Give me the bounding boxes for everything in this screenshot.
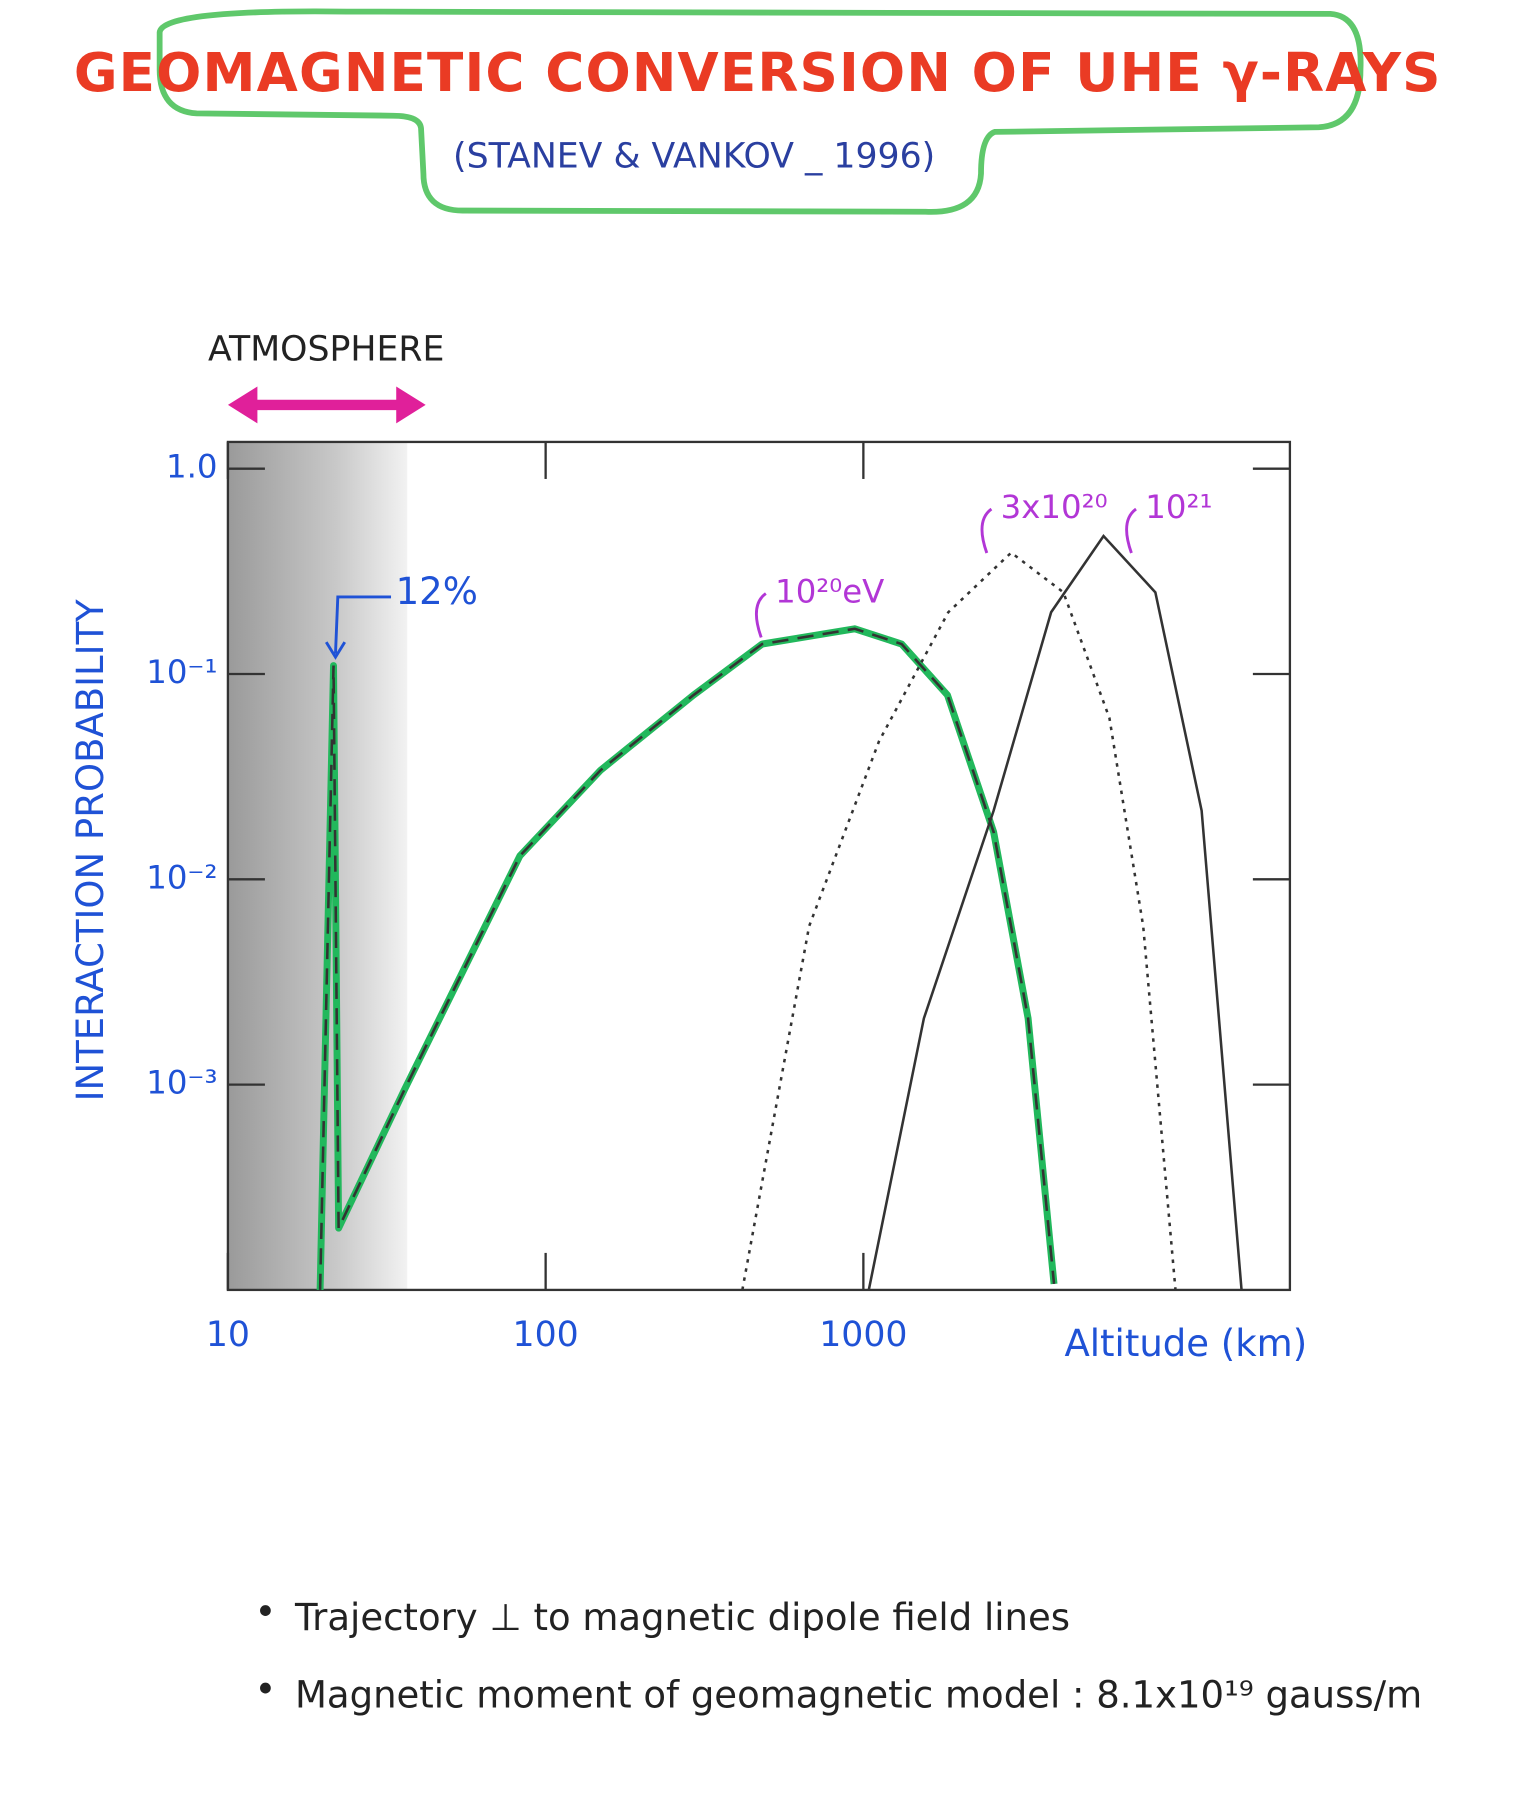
y-tick-label: 10⁻²	[146, 858, 217, 896]
series-label: 3x10²⁰	[1001, 488, 1108, 526]
note: Trajectory ⊥ to magnetic dipole field li…	[294, 1596, 1070, 1639]
series-line-halo	[316, 625, 1058, 1290]
note-bullet: •	[255, 1668, 277, 1711]
title-frame	[156, 8, 1364, 215]
x-tick-label: 10	[206, 1315, 250, 1355]
series-line	[741, 550, 1177, 1291]
chart-subtitle: (STANEV & VANKOV _ 1996)	[453, 136, 935, 176]
x-tick-label: 1000	[819, 1315, 907, 1355]
chart-title: GEOMAGNETIC CONVERSION OF UHE γ-RAYS	[74, 42, 1442, 104]
series-label-arrow	[980, 507, 993, 554]
y-tick-label: 10⁻³	[146, 1064, 217, 1102]
region-label: ATMOSPHERE	[208, 330, 444, 370]
annotation-arrow	[325, 595, 392, 660]
plot-frame	[226, 440, 1292, 1292]
note-bullet: •	[255, 1590, 277, 1633]
annotation: 12%	[396, 570, 478, 613]
y-tick-label: 10⁻¹	[146, 653, 217, 691]
y-axis-label: INTERACTION PROBABILITY	[69, 599, 112, 1102]
series-label: 10²¹	[1145, 488, 1212, 526]
y-tick-label: 1.0	[166, 448, 218, 486]
series-line	[867, 533, 1243, 1291]
x-axis-label: Altitude (km)	[1064, 1322, 1307, 1365]
x-tick-label: 100	[513, 1315, 579, 1355]
atmosphere-band	[227, 441, 408, 1290]
series-label-arrow	[1125, 507, 1137, 554]
region-arrow	[227, 386, 426, 424]
series-label-arrow	[754, 592, 767, 638]
note: Magnetic moment of geomagnetic model : 8…	[295, 1674, 1422, 1717]
series-label: 10²⁰eV	[775, 572, 884, 610]
